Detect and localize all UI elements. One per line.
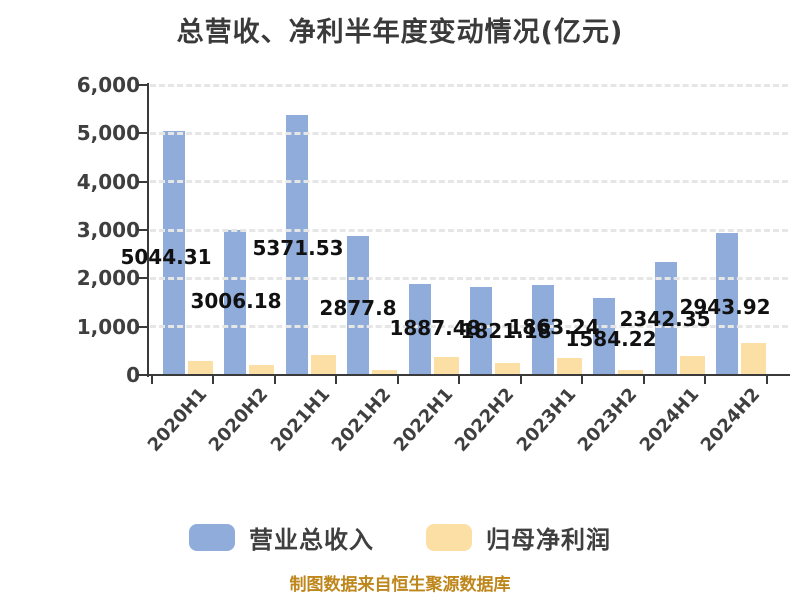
footer-credit: 制图数据来自恒生聚源数据库	[289, 575, 511, 595]
y-axis-tick	[137, 84, 148, 86]
gridline-2000	[150, 276, 788, 280]
profit-bar-2022H2	[495, 362, 520, 375]
profit-bar-2020H2	[249, 365, 274, 375]
revenue-bar-2020H1	[162, 131, 185, 375]
value-label-2021H1: 5371.53	[252, 236, 344, 260]
category-label-2024H1: 2024H1	[635, 384, 704, 456]
x-axis-tick	[581, 376, 583, 384]
y-axis	[147, 83, 149, 377]
x-axis-tick	[765, 376, 768, 384]
revenue-bar-2022H1	[408, 283, 431, 375]
revenue-bar-2024H2	[716, 232, 738, 375]
category-label-2020H2: 2020H2	[205, 384, 273, 456]
profit-bar-2024H2	[741, 343, 766, 375]
y-axis-tick	[137, 325, 148, 328]
value-label-2022H2: 1821.18	[460, 319, 552, 343]
legend-label-revenue: 营业总收入	[249, 526, 374, 554]
value-label-2023H2: 1584.22	[565, 327, 657, 351]
category-label-2021H1: 2021H1	[266, 384, 335, 456]
y-axis-tick	[137, 277, 148, 280]
x-axis-tick	[396, 376, 399, 384]
gridline-5000	[150, 131, 788, 135]
y-axis-tick	[137, 374, 148, 376]
profit-bar-2024H1	[679, 356, 705, 375]
value-label-2024H1: 2342.35	[619, 307, 711, 331]
category-label-2020H1: 2020H1	[143, 384, 212, 456]
y-tick-label-3000: 3,000	[76, 218, 140, 242]
y-tick-label-6000: 6,000	[76, 73, 140, 97]
y-tick-label-1000: 1,000	[76, 314, 140, 339]
legend-label-profit: 归母净利润	[486, 526, 611, 554]
profit-bar-2020H1	[187, 360, 213, 375]
revenue-bar-2023H1	[531, 284, 554, 375]
x-axis-tick	[519, 376, 522, 384]
value-label-2020H2: 3006.18	[190, 289, 282, 313]
category-label-2021H2: 2021H2	[328, 384, 396, 456]
legend-item-revenue: 营业总收入	[189, 520, 374, 555]
value-label-2024H2: 2943.92	[679, 295, 771, 319]
value-label-2023H1: 1863.24	[508, 315, 600, 339]
gridline-6000	[150, 83, 788, 87]
gridline-1000	[150, 325, 788, 329]
value-label-2021H2: 2877.8	[319, 296, 397, 320]
x-axis-tick	[458, 376, 460, 384]
category-label-2022H1: 2022H1	[389, 384, 458, 456]
x-axis	[147, 374, 790, 376]
revenue-bar-2023H2	[593, 298, 615, 375]
revenue-bar-2022H2	[470, 286, 492, 375]
category-label-2024H2: 2024H2	[697, 384, 765, 456]
y-axis-tick	[137, 132, 148, 135]
legend-item-profit: 归母净利润	[426, 520, 611, 555]
category-label-2023H2: 2023H2	[574, 384, 642, 456]
profit-bar-2023H2	[618, 370, 643, 375]
revenue-bar-2024H1	[654, 261, 677, 375]
chart-title: 总营收、净利半年度变动情况(亿元)	[176, 17, 624, 48]
x-axis-tick	[212, 376, 214, 384]
y-axis-tick	[137, 229, 148, 231]
x-axis-tick	[335, 376, 337, 384]
profit-bar-2021H2	[372, 370, 397, 375]
gridline-4000	[150, 180, 788, 184]
y-tick-label-2000: 2,000	[76, 266, 140, 291]
y-tick-label-4000: 4,000	[76, 169, 140, 194]
x-axis-tick	[704, 376, 706, 384]
category-label-2022H2: 2022H2	[451, 384, 519, 456]
gridline-3000	[150, 228, 788, 232]
x-axis-tick	[642, 376, 645, 384]
profit-bar-2022H1	[433, 356, 459, 375]
x-axis-tick	[273, 376, 276, 384]
profit-bar-2021H1	[310, 355, 336, 375]
x-axis-tick	[150, 376, 153, 384]
y-axis-tick	[137, 180, 148, 183]
category-label-2023H1: 2023H1	[512, 384, 581, 456]
legend-swatch-profit-icon	[426, 524, 472, 551]
revenue-bar-2021H2	[347, 235, 369, 375]
y-tick-label-5000: 5,000	[76, 121, 140, 146]
profit-bar-2023H1	[556, 358, 582, 375]
value-label-2020H1: 5044.31	[120, 245, 212, 269]
y-tick-label-0: 0	[126, 363, 140, 387]
legend-swatch-revenue-icon	[189, 524, 235, 551]
revenue-bar-2020H2	[224, 229, 246, 375]
value-label-2022H1: 1887.48	[389, 316, 481, 340]
legend: 营业总收入 归母净利润	[0, 520, 800, 555]
